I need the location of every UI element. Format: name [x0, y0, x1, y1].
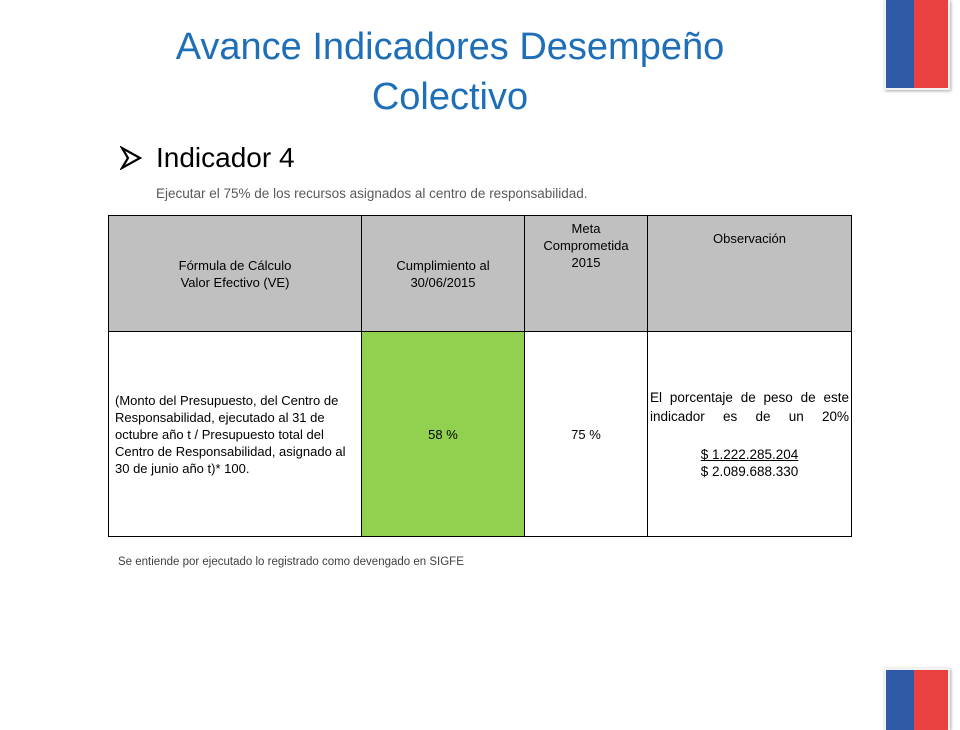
cell-formula: (Monto del Presupuesto, del Centro de Re… [108, 331, 362, 537]
cell-meta: 75 % [524, 331, 648, 537]
header-observacion-label: Observación [713, 231, 786, 246]
header-meta-line3: 2015 [571, 255, 601, 270]
page-title: Avance Indicadores Desempeño Colectivo [175, 26, 725, 118]
header-cumplimiento-line1: Cumplimiento al [396, 257, 490, 273]
indicator-description: Ejecutar el 75% de los recursos asignado… [156, 186, 588, 201]
flag-red-stripe [914, 0, 948, 88]
indicator-table: Fórmula de Cálculo Valor Efectivo (VE) C… [108, 215, 852, 537]
header-meta-line1: Meta [571, 221, 601, 236]
header-meta-line2: Comprometida [543, 238, 629, 253]
arrow-bullet-icon [120, 146, 142, 170]
header-observacion: Observación [647, 215, 852, 332]
indicator-label: Indicador 4 [156, 142, 295, 173]
fraction-numerator: $ 1.222.285.204 [700, 447, 799, 462]
flag-emblem-bottom [884, 668, 950, 730]
cell-observacion: El porcentaje de peso de este indicador … [647, 331, 852, 537]
header-formula-line1: Fórmula de Cálculo [178, 257, 292, 273]
header-meta: Meta Comprometida 2015 [524, 215, 648, 332]
flag-blue-stripe [886, 0, 914, 88]
flag-emblem-top [884, 0, 950, 90]
cell-cumplimiento: 58 % [361, 331, 525, 537]
fraction-denominator: $ 2.089.688.330 [700, 464, 799, 479]
footnote: Se entiende por ejecutado lo registrado … [118, 556, 464, 568]
header-cumplimiento: Cumplimiento al 30/06/2015 [361, 215, 525, 332]
header-formula: Fórmula de Cálculo Valor Efectivo (VE) [108, 215, 362, 332]
observacion-fraction: $ 1.222.285.204 $ 2.089.688.330 [650, 446, 849, 480]
table-header-row: Fórmula de Cálculo Valor Efectivo (VE) C… [108, 215, 852, 332]
flag-red-stripe [914, 670, 948, 730]
indicator-heading: Indicador 4 [120, 142, 295, 174]
header-cumplimiento-line2: 30/06/2015 [410, 274, 476, 290]
observacion-text: El porcentaje de peso de este indicador … [650, 390, 849, 424]
header-formula-line2: Valor Efectivo (VE) [180, 274, 290, 290]
flag-blue-stripe [886, 670, 914, 730]
table-row: (Monto del Presupuesto, del Centro de Re… [108, 331, 852, 537]
